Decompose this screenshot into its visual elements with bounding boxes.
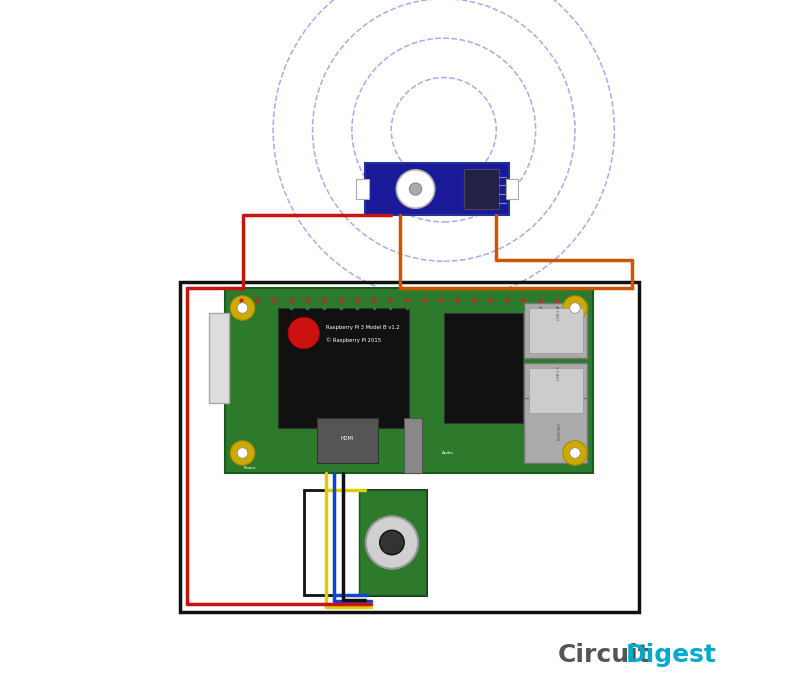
Circle shape <box>238 302 248 313</box>
FancyBboxPatch shape <box>225 288 593 473</box>
Circle shape <box>380 531 404 554</box>
Text: USB 2.0: USB 2.0 <box>558 306 562 320</box>
FancyBboxPatch shape <box>529 308 583 353</box>
Circle shape <box>570 302 580 313</box>
FancyBboxPatch shape <box>278 308 409 428</box>
FancyBboxPatch shape <box>359 490 426 595</box>
Circle shape <box>396 170 434 209</box>
Circle shape <box>410 183 422 195</box>
Text: Power: Power <box>243 466 256 470</box>
FancyBboxPatch shape <box>210 313 229 403</box>
FancyBboxPatch shape <box>317 418 378 463</box>
Circle shape <box>288 317 319 349</box>
Text: Audio: Audio <box>442 451 454 455</box>
Circle shape <box>562 441 587 466</box>
Circle shape <box>366 517 418 568</box>
FancyBboxPatch shape <box>444 313 522 423</box>
Circle shape <box>562 295 587 320</box>
FancyBboxPatch shape <box>304 490 426 595</box>
Circle shape <box>230 441 254 466</box>
FancyBboxPatch shape <box>524 303 587 358</box>
FancyBboxPatch shape <box>464 169 499 209</box>
Text: Digest: Digest <box>626 643 717 667</box>
FancyBboxPatch shape <box>524 398 587 463</box>
Circle shape <box>238 448 248 458</box>
Circle shape <box>230 295 254 320</box>
Text: Raspberry Pi 3 Model B v1.2: Raspberry Pi 3 Model B v1.2 <box>326 326 399 330</box>
FancyBboxPatch shape <box>506 178 518 199</box>
FancyBboxPatch shape <box>365 163 510 215</box>
FancyBboxPatch shape <box>529 368 583 413</box>
FancyBboxPatch shape <box>356 178 369 199</box>
FancyBboxPatch shape <box>524 363 587 418</box>
Text: USB 2.0: USB 2.0 <box>558 366 562 380</box>
FancyBboxPatch shape <box>404 418 422 473</box>
Circle shape <box>570 448 580 458</box>
Text: HDMI: HDMI <box>341 435 354 440</box>
Text: © Raspberry Pi 2015: © Raspberry Pi 2015 <box>326 337 381 343</box>
Text: ETHERNET: ETHERNET <box>558 421 562 440</box>
Text: Circuit: Circuit <box>558 643 650 667</box>
